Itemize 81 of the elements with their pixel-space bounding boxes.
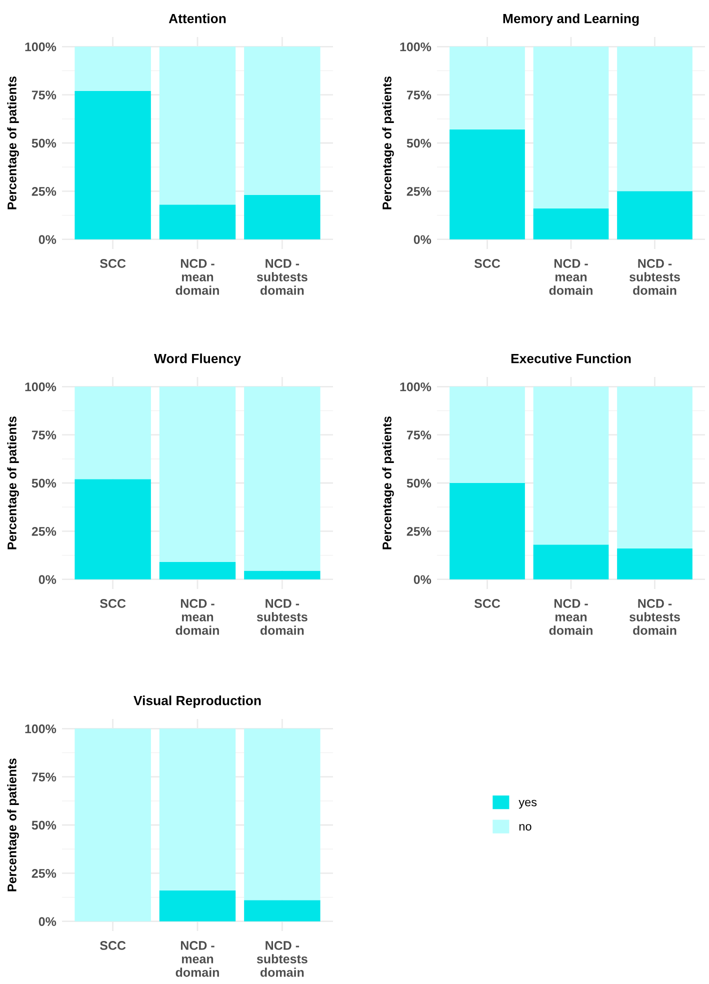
x-tick-label: SCC	[100, 599, 126, 608]
y-tick-label: 75%	[32, 430, 56, 440]
legend-label: no	[519, 824, 532, 831]
y-axis-title: Percentage of patients	[7, 76, 19, 210]
y-tick-label: 100%	[400, 42, 432, 52]
chart-title: Memory and Learning	[503, 14, 639, 26]
bar	[74, 386, 151, 480]
y-tick-label: 75%	[32, 90, 56, 100]
bar	[450, 386, 525, 483]
y-tick-label: 25%	[32, 526, 56, 536]
x-tick-label: SCC	[474, 259, 500, 268]
y-tick-label: 100%	[25, 42, 56, 52]
legend-label: yes	[518, 800, 537, 809]
y-axis-title: Percentage of patients	[7, 416, 19, 550]
y-tick-label: 0%	[414, 575, 432, 584]
y-tick-label: 25%	[32, 186, 56, 196]
y-tick-label: 0%	[414, 235, 432, 244]
x-tick-label: NCD - mean domain	[176, 941, 219, 977]
y-tick-label: 100%	[25, 382, 56, 392]
chart-title: Attention	[168, 14, 226, 24]
bar	[244, 900, 320, 922]
y-tick-label: 0%	[38, 235, 56, 244]
y-tick-label: 25%	[406, 186, 432, 196]
y-tick-label: 100%	[25, 724, 56, 734]
bar	[159, 204, 236, 240]
x-tick-label: NCD - mean domain	[176, 599, 219, 635]
x-tick-label: NCD - subtests domain	[629, 599, 680, 635]
bar	[159, 46, 236, 205]
y-tick-label: 0%	[38, 917, 56, 926]
y-axis-title: Percentage of patients	[382, 416, 394, 550]
x-tick-label: NCD - mean domain	[549, 599, 592, 635]
chart-title: Executive Function	[511, 354, 631, 364]
bar	[450, 130, 525, 240]
bar	[159, 728, 236, 891]
bar	[244, 386, 320, 571]
y-tick-label: 50%	[406, 138, 432, 148]
y-tick-label: 50%	[406, 478, 432, 488]
bar	[244, 195, 320, 240]
x-tick-label: SCC	[100, 259, 126, 268]
bar	[244, 46, 320, 196]
y-tick-label: 75%	[406, 430, 432, 440]
bar	[617, 191, 692, 240]
bar	[244, 570, 320, 580]
bar	[159, 562, 236, 580]
bar	[617, 46, 692, 192]
y-tick-label: 100%	[400, 382, 432, 392]
bar	[450, 46, 525, 130]
y-tick-label: 50%	[32, 138, 56, 148]
bar	[244, 728, 320, 900]
y-tick-label: 25%	[406, 526, 432, 536]
bar	[617, 548, 692, 580]
y-tick-label: 50%	[32, 478, 56, 488]
bar	[450, 483, 525, 580]
chart-title: Word Fluency	[154, 354, 241, 366]
y-tick-label: 0%	[38, 575, 56, 584]
bar	[159, 890, 236, 922]
bar	[533, 46, 609, 209]
bar	[533, 386, 609, 545]
x-tick-label: NCD - subtests domain	[629, 259, 680, 295]
bar	[74, 479, 151, 580]
bar	[533, 208, 609, 240]
bar	[74, 90, 151, 240]
y-tick-label: 75%	[32, 772, 56, 782]
x-tick-label: NCD - subtests domain	[256, 599, 308, 635]
x-tick-label: NCD - mean domain	[176, 259, 219, 295]
y-tick-label: 50%	[32, 820, 56, 830]
bar	[159, 386, 236, 562]
chart-title: Visual Reproduction	[134, 696, 261, 708]
x-tick-label: NCD - subtests domain	[256, 941, 308, 977]
y-axis-title: Percentage of patients	[382, 76, 394, 210]
y-axis-title: Percentage of patients	[7, 758, 19, 892]
x-tick-label: SCC	[100, 941, 126, 950]
bar	[74, 728, 151, 922]
bar	[533, 544, 609, 580]
x-tick-label: SCC	[474, 599, 500, 608]
y-tick-label: 75%	[406, 90, 432, 100]
y-tick-label: 25%	[32, 868, 56, 878]
x-tick-label: NCD - mean domain	[549, 259, 592, 295]
x-tick-label: NCD - subtests domain	[256, 259, 308, 295]
bar	[74, 46, 151, 91]
bar	[617, 386, 692, 549]
